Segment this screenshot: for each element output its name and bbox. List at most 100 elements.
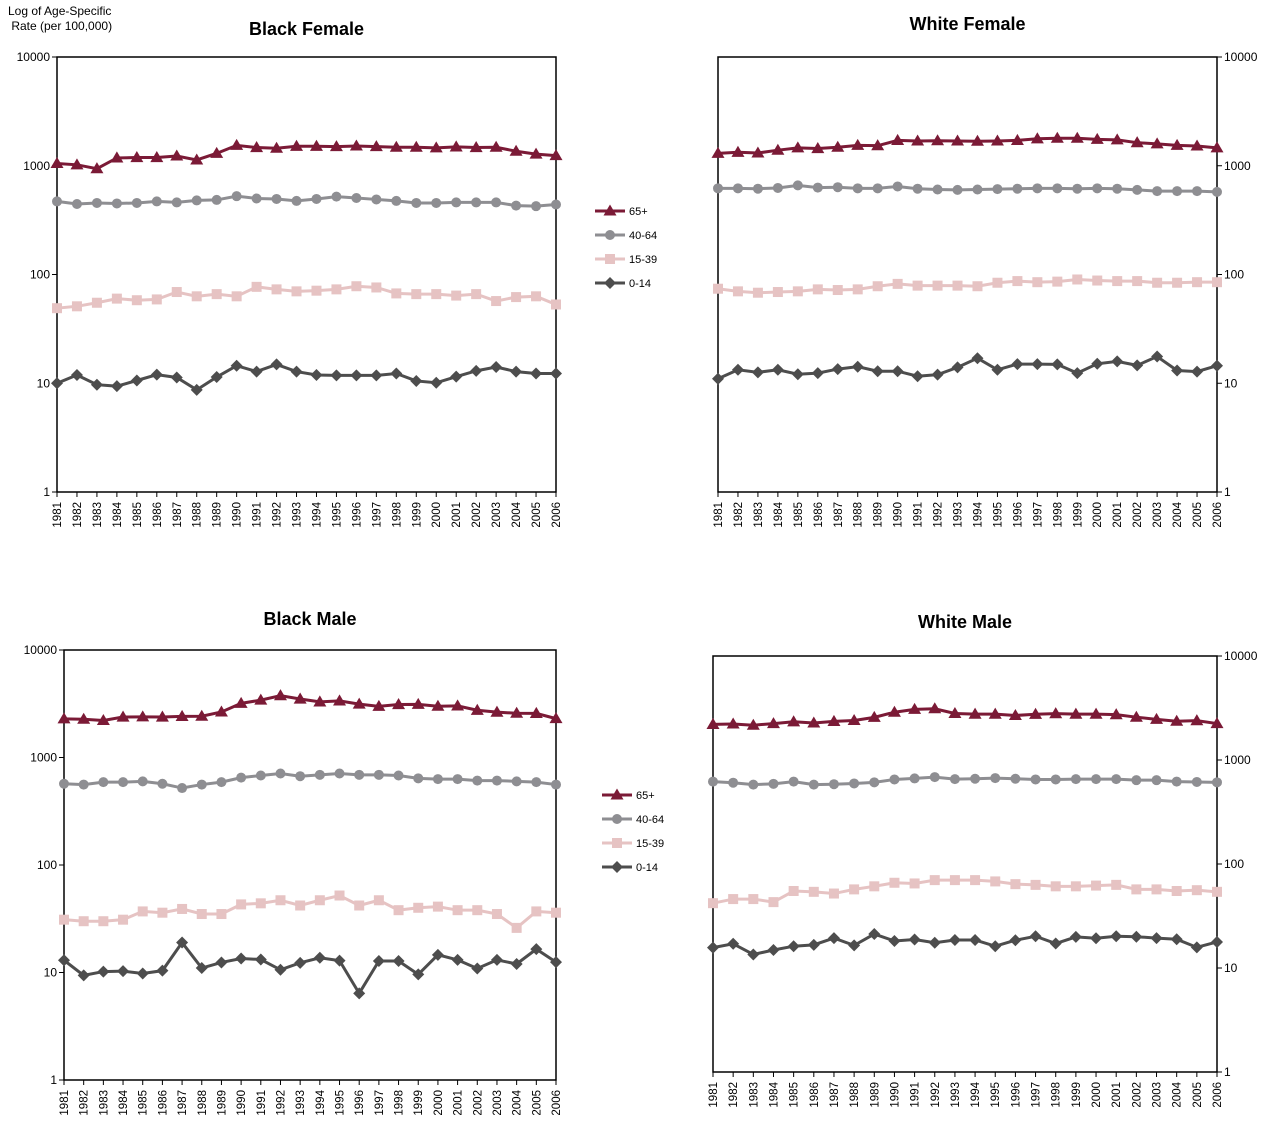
data-point [230,138,244,150]
data-point [1010,773,1021,784]
x-tick-label: 1990 [236,1090,248,1116]
data-point [1092,275,1103,286]
data-point [1008,708,1022,721]
data-point [271,284,282,295]
data-point [787,940,800,953]
y-tick-label: 1 [1224,485,1231,499]
data-point [150,151,164,163]
data-point [110,151,124,163]
series-65+ [50,138,563,174]
x-tick-label: 1995 [992,502,1004,528]
data-point [1191,776,1202,787]
data-point [911,370,924,383]
legend-label: 0-14 [636,862,658,874]
x-tick-label: 1995 [335,1090,347,1116]
y-axis-caption-line2: Rate (per 100,000) [8,19,113,33]
data-point [787,715,801,727]
data-point [972,281,983,292]
data-point [290,139,304,151]
series-40-64 [713,180,1222,197]
data-point [371,282,382,293]
data-point [891,365,904,378]
data-point [393,770,404,781]
data-point [51,377,63,390]
x-tick-label: 1981 [708,1082,720,1108]
data-point [1211,359,1223,372]
data-point [490,361,503,374]
data-point [353,987,366,1000]
data-point [59,914,69,925]
x-tick-label: 2004 [1172,1081,1184,1107]
data-point [1212,886,1222,897]
data-point [310,369,323,382]
x-tick-label: 2006 [1212,1082,1224,1108]
x-tick-label: 2004 [511,501,523,527]
data-point [130,151,144,163]
data-point [1070,881,1081,892]
data-point [1212,186,1222,197]
data-point [413,902,424,913]
data-point [151,294,162,305]
legend-swatch-marker [603,204,617,216]
data-point [872,281,883,292]
data-point [390,367,403,380]
data-point [991,363,1004,376]
x-tick-label: 1990 [232,502,244,528]
x-tick-label: 1992 [272,502,284,528]
data-point [972,184,983,195]
data-point [1009,934,1022,947]
data-point [551,779,561,790]
legend-swatch-marker [611,861,623,873]
data-point [791,141,805,153]
data-point [313,951,326,964]
data-point [171,287,182,298]
x-tick-label: 1987 [177,1090,189,1116]
data-point [391,288,402,299]
y-tick-label: 10 [37,376,51,390]
series-0-14 [712,350,1223,385]
x-tick-label: 1996 [1010,1082,1022,1108]
data-point [409,140,423,152]
data-point [255,770,266,781]
data-point [827,714,841,726]
data-point [391,195,402,206]
data-point [136,967,149,980]
data-point [413,773,424,784]
data-point [372,954,385,967]
data-point [811,367,824,380]
x-tick-label: 1985 [132,502,144,528]
data-point [70,158,84,170]
x-tick-label: 1987 [172,502,184,528]
series-15-39 [713,274,1222,298]
data-point [211,289,222,300]
x-tick-label: 1990 [889,1082,901,1108]
data-point [908,702,922,714]
data-point [270,358,283,371]
x-tick-label: 1984 [773,501,785,527]
data-point [831,363,844,376]
x-tick-label: 1993 [953,502,965,528]
x-tick-label: 1982 [79,1090,91,1116]
data-point [728,894,739,905]
data-point [270,141,284,153]
data-point [1049,937,1062,950]
data-point [1192,186,1203,197]
data-point [847,713,861,726]
series-line [712,775,1218,787]
data-point [531,906,542,917]
y-tick-label: 100 [37,858,57,872]
x-tick-label: 1989 [873,502,885,528]
data-point [190,153,204,165]
series-line [56,194,557,208]
data-point [471,962,484,975]
data-point [1171,776,1182,787]
y-tick-label: 100 [1224,857,1244,871]
data-point [151,196,162,207]
x-tick-label: 1999 [411,502,423,528]
data-point [211,194,222,205]
data-point [1191,365,1204,378]
data-point [431,948,444,961]
data-point [177,783,188,794]
data-point [490,705,504,717]
